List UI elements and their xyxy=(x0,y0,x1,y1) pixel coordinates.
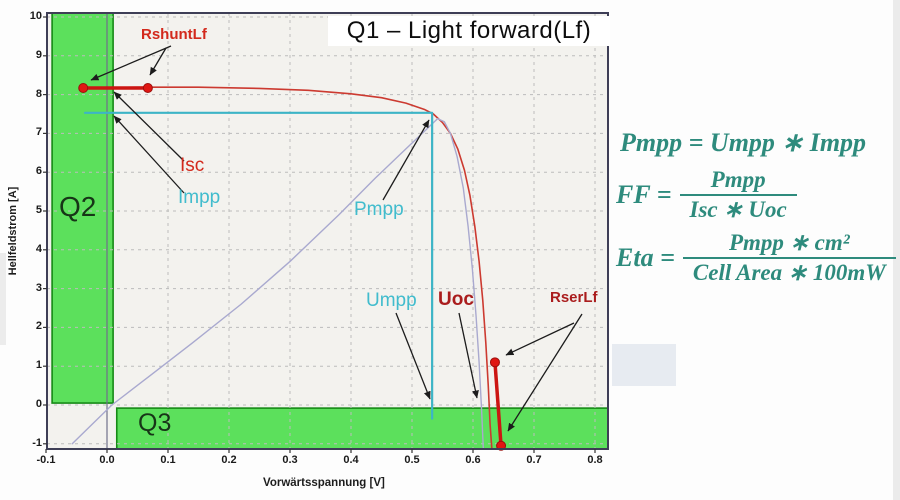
x-tick-label: 0.6 xyxy=(465,454,481,466)
x-tick-label: -0.1 xyxy=(36,454,56,466)
plot-frame xyxy=(46,12,609,450)
x-tick-label: 0.3 xyxy=(282,454,298,466)
series-light-iv-curve xyxy=(82,86,493,449)
equation-eta: Eta = Pmpp ∗ cm² Cell Area ∗ 100mW xyxy=(616,230,900,286)
y-tick-label: 3 xyxy=(35,281,42,294)
x-tick-label: 0.5 xyxy=(404,454,420,466)
x-tick-label: 0.8 xyxy=(587,454,603,466)
equation-eta-denominator: Cell Area ∗ 100mW xyxy=(682,257,896,286)
annotation-arrow xyxy=(90,45,172,81)
plot-background xyxy=(47,13,608,449)
annotation-arrow xyxy=(395,312,431,400)
fit-point-marker xyxy=(142,83,153,94)
quadrant-region-Q3 xyxy=(115,407,608,449)
equation-pmpp-text: Pmpp = Umpp ∗ Impp xyxy=(620,128,867,157)
y-tick-label: 2 xyxy=(35,320,42,333)
rshunt-lf-label: RshuntLf xyxy=(141,26,207,43)
y-tick-label: 8 xyxy=(35,87,42,100)
annotation-arrow xyxy=(505,322,575,356)
x-tick-label: 0.4 xyxy=(343,454,359,466)
annotation-arrow xyxy=(458,312,479,399)
equation-pmpp: Pmpp = Umpp ∗ Impp xyxy=(620,128,900,158)
equations-panel: Pmpp = Umpp ∗ Impp FF = Pmpp Isc ∗ Uoc E… xyxy=(616,128,900,286)
fit-point-marker xyxy=(489,357,500,368)
chart-title: Q1 – Light forward(Lf) xyxy=(328,16,610,46)
x-axis-label: Vorwärtsspannung [V] xyxy=(263,477,385,489)
y-tick-label: -1 xyxy=(32,436,42,449)
annotation-arrow xyxy=(113,91,185,162)
series-mpp-guide xyxy=(83,111,434,420)
annotation-arrow xyxy=(507,313,583,432)
quadrant-q2-label: Q2 xyxy=(59,191,97,222)
x-tick-label: 0.7 xyxy=(526,454,542,466)
annotation-arrow xyxy=(149,47,167,76)
fit-point-marker xyxy=(78,83,89,94)
equation-ff-numerator: Pmpp xyxy=(710,167,766,192)
uoc-label: Uoc xyxy=(438,289,474,310)
impp-label: Impp xyxy=(178,187,221,208)
y-tick-label: 7 xyxy=(35,126,42,139)
series-rser-fit-segment xyxy=(493,360,503,448)
equation-eta-fraction: Pmpp ∗ cm² Cell Area ∗ 100mW xyxy=(682,230,896,286)
y-tick-label: 10 xyxy=(29,10,42,22)
fit-point-marker xyxy=(496,440,507,451)
y-tick-label: 5 xyxy=(35,204,42,216)
page-edge-shade xyxy=(893,0,900,500)
photo-artifact xyxy=(612,344,676,386)
y-tick-label: 9 xyxy=(35,48,42,61)
annotation-arrow xyxy=(113,115,185,194)
equation-ff-denominator: Isc ∗ Uoc xyxy=(679,194,797,223)
y-tick-label: 4 xyxy=(35,242,42,255)
umpp-label: Umpp xyxy=(366,290,417,311)
page-edge-shade-left xyxy=(0,253,6,345)
equation-ff-fraction: Pmpp Isc ∗ Uoc xyxy=(679,167,797,223)
y-tick-label: 0 xyxy=(35,398,42,410)
quadrant-region-Q2 xyxy=(51,13,114,404)
isc-label: Isc xyxy=(180,155,205,176)
series-power-curve xyxy=(71,117,485,449)
equation-ff-lhs: FF = xyxy=(616,180,672,209)
equation-eta-numerator: Pmpp ∗ cm² xyxy=(728,230,850,255)
rser-lf-label: RserLf xyxy=(550,289,598,306)
x-tick-label: 0.2 xyxy=(221,454,237,466)
equation-eta-lhs: Eta = xyxy=(616,243,675,272)
x-tick-label: 0.1 xyxy=(160,454,176,466)
y-tick-label: 6 xyxy=(35,165,42,178)
y-axis-label: Hellfeldstrom [A] xyxy=(7,186,20,276)
quadrant-q3-label: Q3 xyxy=(138,409,172,437)
pmpp-label: Pmpp xyxy=(354,199,404,220)
annotation-arrow xyxy=(382,119,430,201)
x-tick-label: 0.0 xyxy=(99,454,115,466)
y-tick-label: 1 xyxy=(35,359,42,372)
equation-ff: FF = Pmpp Isc ∗ Uoc xyxy=(616,167,900,223)
